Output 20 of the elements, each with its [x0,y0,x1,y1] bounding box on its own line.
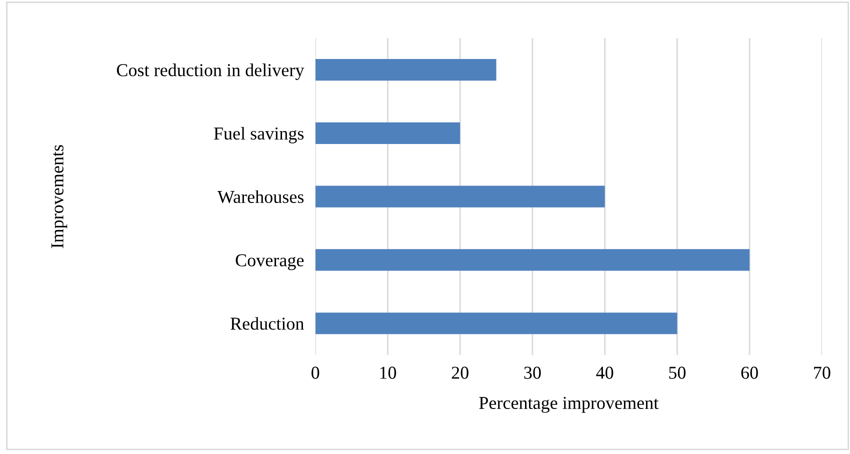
bar [315,186,605,208]
x-tick-label: 20 [452,366,468,379]
x-tick-label: 70 [814,366,830,379]
y-tick-label: Warehouses [217,190,304,204]
bar [315,59,496,81]
x-tick-label: 60 [741,366,758,379]
y-tick-label: Fuel savings [214,126,304,144]
x-tick-label: 0 [312,366,320,379]
y-tick-label: Reduction [230,317,304,330]
y-tick-label: Coverage [236,254,304,270]
y-tick-label: Cost reduction in delivery [116,64,304,80]
bar [315,122,460,144]
x-axis-title: Percentage improvement [479,396,659,413]
y-axis-title: Improvements [51,145,68,248]
x-tick-label: 40 [596,366,614,379]
x-tick-label: 10 [380,366,396,379]
bar [315,249,750,271]
x-tick-label: 30 [524,366,541,379]
bar [315,312,678,334]
x-tick-label: 50 [669,366,686,379]
